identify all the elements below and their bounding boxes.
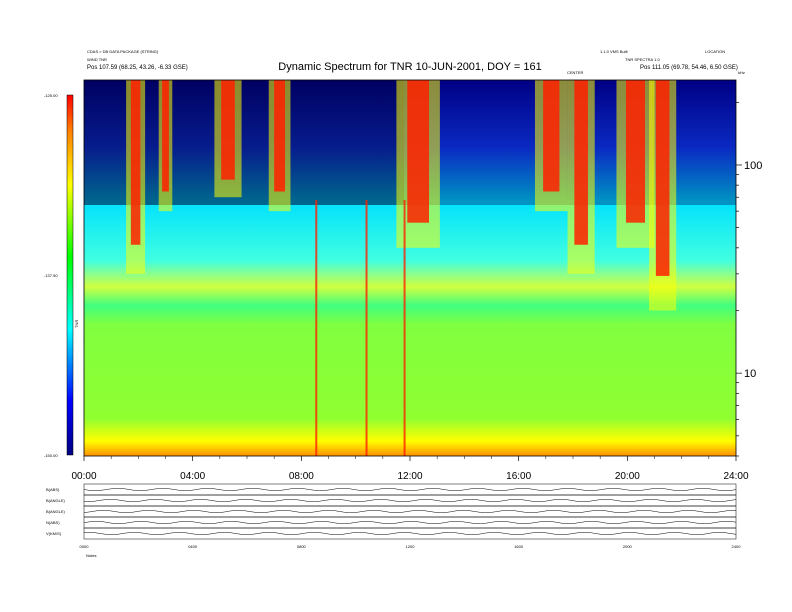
header-left-line2: WIND TNR [87,57,107,62]
panel-frame [83,483,737,496]
panel-x-tick-label: 0000 [80,544,90,549]
x-tick-label: 08:00 [289,471,314,482]
panel-x-tick-label: 0400 [188,544,198,549]
burst-core [574,80,588,245]
bottom-notes-label: Notes [86,553,96,558]
panel-label: B(ANGLE) [46,509,66,514]
burst-core [407,80,430,223]
x-tick-label: 12:00 [397,471,422,482]
x-tick-label: 16:00 [506,471,531,482]
header-left-line1: CDAS > DB DATA PACKAGE (STRING) [87,49,159,54]
panel-trace [83,532,737,535]
burst-layer [126,80,677,311]
colorbar-tick-mid: -137.50 [44,273,58,278]
colorbar-label: TNR [74,320,79,328]
header-right-line2: TNR SPECTRA 1.0 [625,57,660,62]
spike-mark [365,200,368,456]
parameter-panels: B(ABS) B(ANGLE) B(ANGLE) N(ABS) V(KM/S) 0000 0… [46,483,742,549]
y-tick-label: 10 [744,368,756,380]
y-axis: 10 100 [736,101,762,457]
x-tick-label: 24:00 [723,471,748,482]
spectrogram-area [83,79,737,457]
header-right-line1: 1.1.0 VMS Built [600,49,628,54]
chart-title: Dynamic Spectrum for TNR 10-JUN-2001, DO… [278,61,541,73]
header-right-line3: Pos 111.05 (69.78, 54.46, 6.50 GSE) [640,65,738,71]
panel-x-tick-label: 0800 [297,544,307,549]
panel-x-tick-label: 1600 [514,544,524,549]
burst-core [162,80,169,192]
x-tick-label: 20:00 [615,471,640,482]
header-left-line3: Pos 107.59 (68.25, 43.26, -6.33 GSE) [87,65,188,71]
burst-core [543,80,560,192]
panel-x-tick-label: 2400 [732,544,742,549]
burst-core [130,80,141,245]
colorbar-tick-top: -125.00 [44,93,58,98]
y-tick-label: 100 [744,160,762,172]
spike-mark [403,200,406,456]
colorbar-tick-bottom: -150.00 [44,453,58,458]
panel-frame [83,516,737,529]
panel-frame [83,527,737,540]
burst-core [221,80,235,180]
panel-trace [83,521,737,524]
burst-core [625,80,645,223]
spike-layer [315,200,406,456]
header-far-right: LOCATION [705,49,725,54]
panel-label: B(ANGLE) [46,498,66,503]
x-tick-label: 04:00 [180,471,205,482]
panel-trace [83,510,736,513]
panel-trace [83,499,737,502]
header-center-label: CENTER [567,70,584,75]
burst-core [655,80,670,276]
spike-mark [315,200,318,456]
y-unit-label: kHz [738,70,745,75]
panel-label: B(ABS) [46,487,60,492]
panel-x-tick-label: 1200 [406,544,416,549]
panel-x-tick-label: 2000 [623,544,633,549]
x-axis: 00:00 04:00 08:00 12:00 16:00 20:00 24:00 [71,456,749,482]
panel-label: V(KM/S) [46,531,62,536]
colorbar [66,94,74,456]
panel-label: N(ABS) [46,520,60,525]
burst-core [274,80,286,192]
panel-trace [83,488,737,491]
x-tick-label: 00:00 [71,471,96,482]
